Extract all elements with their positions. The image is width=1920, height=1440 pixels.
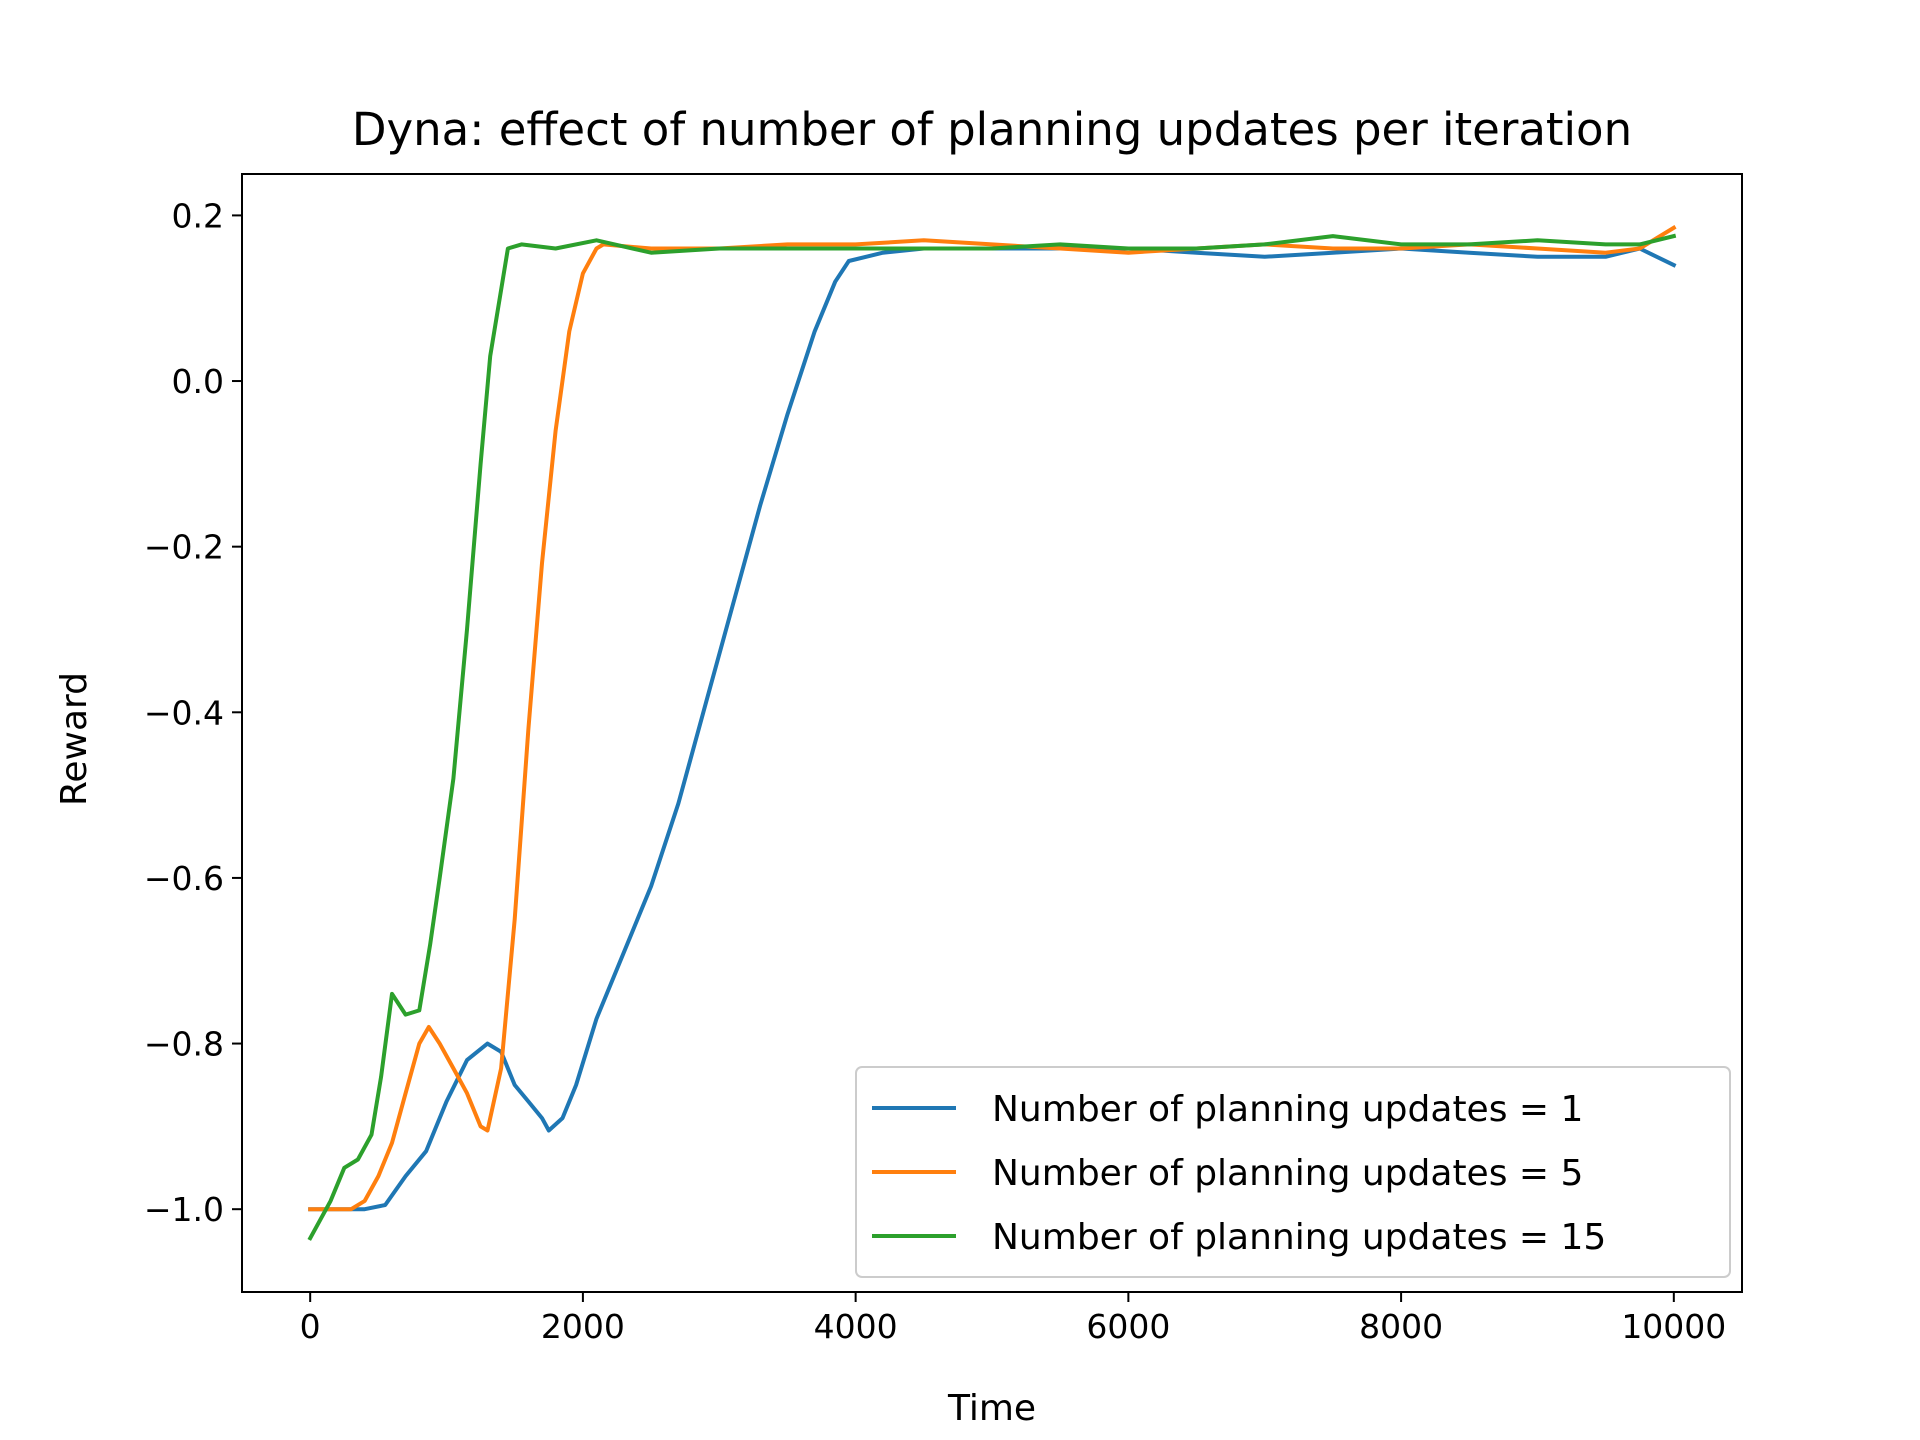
y-tick-label: −0.4 [144, 693, 224, 732]
legend: Number of planning updates = 1 Number of … [855, 1066, 1731, 1278]
axes-frame [241, 173, 1743, 1293]
y-tick-label: 0.2 [172, 196, 224, 235]
series-layer [307, 225, 1677, 1241]
x-tick-label: 4000 [814, 1307, 898, 1346]
legend-label-3: Number of planning updates = 15 [992, 1217, 1606, 1258]
x-tick-label: 0 [300, 1307, 321, 1346]
y-tick-label: −0.8 [144, 1025, 224, 1064]
x-tick-label: 6000 [1086, 1307, 1170, 1346]
x-axis: 0 2000 4000 6000 8000 10000 [300, 1292, 1726, 1346]
x-axis-label: Time [947, 1388, 1036, 1429]
series-line-1 [308, 246, 1677, 1212]
y-axis-label: Reward [54, 672, 95, 806]
y-tick-label: −0.6 [144, 859, 224, 898]
y-tick-label: −0.2 [144, 528, 224, 567]
legend-box [855, 1066, 1731, 1278]
y-tick-label: 0.0 [172, 362, 224, 401]
series-line-3 [307, 233, 1677, 1241]
series-line-2 [308, 225, 1677, 1212]
legend-label-1: Number of planning updates = 1 [992, 1089, 1583, 1130]
x-tick-label: 2000 [541, 1307, 625, 1346]
chart-title: Dyna: effect of number of planning updat… [352, 103, 1632, 156]
x-tick-label: 8000 [1359, 1307, 1443, 1346]
y-tick-label: −1.0 [144, 1190, 224, 1229]
legend-label-2: Number of planning updates = 5 [992, 1153, 1583, 1194]
y-axis: 0.2 0.0 −0.2 −0.4 −0.6 −0.8 −1.0 [144, 196, 242, 1229]
x-tick-label: 10000 [1621, 1307, 1726, 1346]
